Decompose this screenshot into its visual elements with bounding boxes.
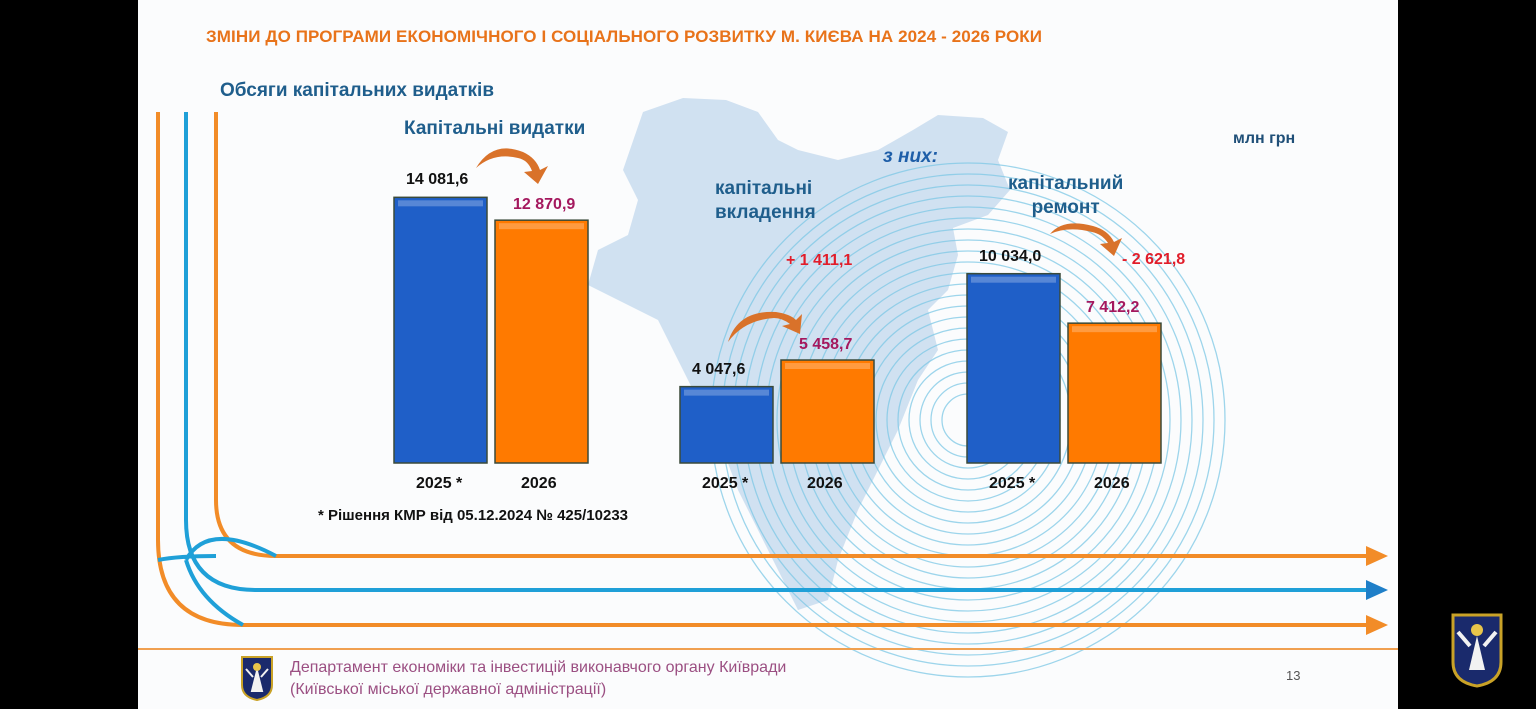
- group-label-capital-investments: капітальні вкладення: [715, 177, 816, 225]
- bar-2025: [393, 196, 488, 464]
- slide: ЗМІНИ ДО ПРОГРАМИ ЕКОНОМІЧНОГО І СОЦІАЛЬ…: [138, 0, 1398, 709]
- footnote: * Рішення КМР від 05.12.2024 № 425/10233: [318, 507, 628, 524]
- bar-highlight: [499, 223, 584, 230]
- bars-layer: [393, 196, 1162, 464]
- delta-label: - 2 621,8: [1122, 251, 1186, 269]
- group-label-capital-expenditures: Капітальні видатки: [404, 118, 586, 139]
- bar-highlight: [684, 389, 769, 396]
- arrow-head-top: [1366, 546, 1388, 566]
- arrow-head-middle: [1366, 580, 1388, 600]
- footer-divider: [138, 648, 1398, 650]
- unit-label: млн грн: [1233, 130, 1296, 147]
- bar-2026: [1067, 322, 1162, 464]
- value-label: 7 412,2: [1086, 299, 1140, 317]
- bar-2026: [780, 359, 875, 464]
- value-label: 5 458,7: [799, 336, 853, 353]
- department-line-1: Департамент економіки та інвестицій вико…: [290, 659, 787, 676]
- delta-label: + 1 411,1: [786, 252, 853, 269]
- x-tick-label: 2026: [521, 475, 557, 492]
- slide-decoration: [156, 98, 1388, 678]
- group-label-line: капітальний: [1008, 173, 1124, 194]
- value-label: 14 081,6: [406, 171, 469, 189]
- x-tick-label: 2025 *: [416, 475, 463, 492]
- bar-highlight: [1072, 326, 1157, 333]
- value-label: 10 034,0: [979, 247, 1042, 265]
- bar-2025: [679, 385, 774, 464]
- slide-title: ЗМІНИ ДО ПРОГРАМИ ЕКОНОМІЧНОГО І СОЦІАЛЬ…: [206, 27, 1043, 46]
- bar-highlight: [971, 276, 1056, 283]
- group-label-line: капітальні: [715, 178, 813, 199]
- department-line-2: (Київської міської державної адміністрац…: [290, 681, 607, 698]
- arrow-head-bottom: [1366, 615, 1388, 635]
- group-label-line: ремонт: [1031, 197, 1100, 218]
- bar-highlight: [398, 200, 483, 207]
- of-which-label: з них:: [883, 146, 938, 167]
- page-number: 13: [1286, 668, 1301, 683]
- value-label: 12 870,9: [513, 196, 576, 214]
- x-tick-label: 2026: [807, 475, 843, 492]
- flow-arrows: [156, 112, 1368, 627]
- x-tick-label: 2025 *: [989, 475, 1036, 492]
- change-arrows: [476, 148, 1122, 342]
- x-tick-label: 2026: [1094, 475, 1130, 492]
- bar-2026: [494, 219, 589, 464]
- group-label-line: вкладення: [715, 202, 816, 223]
- kyiv-map-silhouette: [588, 98, 1010, 610]
- kyiv-crest-large-icon: [1451, 613, 1503, 688]
- bar-2025: [966, 272, 1061, 464]
- slide-subtitle: Обсяги капітальних видатків: [220, 80, 495, 101]
- bar-highlight: [785, 363, 870, 370]
- group-label-capital-repair: капітальний ремонт: [1008, 172, 1123, 220]
- kyiv-crest-icon: [241, 656, 273, 701]
- value-label: 4 047,6: [692, 360, 746, 378]
- department-name: Департамент економіки та інвестицій вико…: [290, 657, 786, 701]
- x-tick-label: 2025 *: [702, 475, 749, 492]
